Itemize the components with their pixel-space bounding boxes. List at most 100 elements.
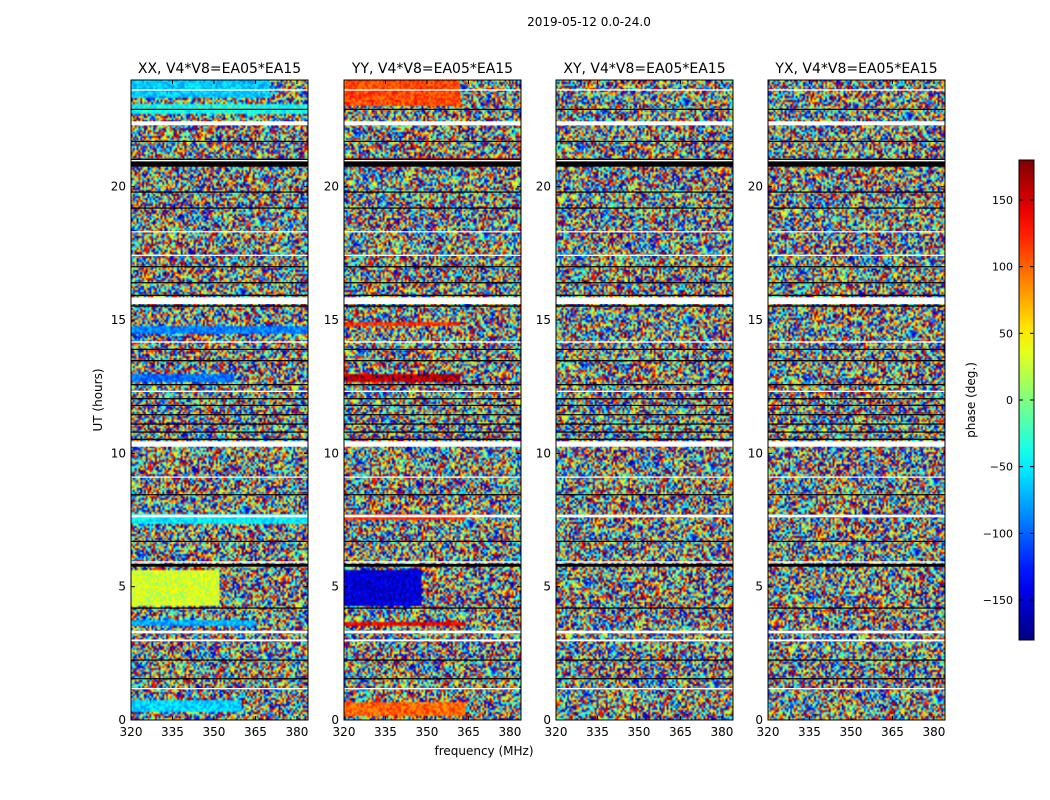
x-tick-label: 335 <box>586 725 609 739</box>
flagged-row <box>131 423 308 425</box>
flagged-row <box>556 540 733 542</box>
flagged-row <box>556 108 733 110</box>
y-tick-label: 15 <box>324 313 339 327</box>
flagged-row <box>131 161 308 167</box>
panel-title: YY, V4*V8=EA05*EA15 <box>351 61 513 77</box>
panel-title: YX, V4*V8=EA05*EA15 <box>774 61 937 77</box>
flagged-row <box>131 414 308 416</box>
x-tick-label: 350 <box>840 725 863 739</box>
blank-row <box>344 630 521 634</box>
y-tick-label: 5 <box>331 580 339 594</box>
blank-row <box>556 297 733 304</box>
flagged-row <box>344 348 521 350</box>
blank-row <box>768 476 945 478</box>
flagged-row <box>131 294 308 296</box>
flagged-row <box>344 607 521 609</box>
phase-heatmap <box>556 80 733 720</box>
x-tick-label: 335 <box>374 725 397 739</box>
blank-row <box>344 441 521 447</box>
flagged-row <box>131 564 308 567</box>
flagged-row <box>556 348 733 350</box>
flagged-row <box>131 158 308 160</box>
colorbar-tick-label: 100 <box>992 261 1013 274</box>
flagged-row <box>556 404 733 406</box>
blank-row <box>131 341 308 343</box>
blank-row <box>344 297 521 304</box>
blank-row <box>344 121 521 126</box>
flagged-row <box>768 207 945 209</box>
flagged-row <box>131 431 308 433</box>
blank-row <box>131 89 308 91</box>
flagged-row <box>131 438 308 440</box>
flagged-row <box>131 305 308 307</box>
y-tick-label: 20 <box>748 180 763 194</box>
colorbar-tick-label: −50 <box>990 461 1013 474</box>
flagged-row <box>556 191 733 193</box>
blank-row <box>556 254 733 256</box>
flagged-row <box>768 360 945 362</box>
flagged-row <box>556 360 733 362</box>
x-tick-label: 335 <box>798 725 821 739</box>
flagged-row <box>344 414 521 416</box>
y-tick-label: 0 <box>331 713 339 727</box>
flagged-row <box>556 207 733 209</box>
x-tick-label: 380 <box>498 725 521 739</box>
colorbar-tick-label: −150 <box>983 594 1013 607</box>
y-tick-label: 5 <box>118 580 126 594</box>
x-tick-label: 350 <box>203 725 226 739</box>
flagged-row <box>344 423 521 425</box>
colorbar-tick-label: 0 <box>1006 394 1013 407</box>
blank-row <box>556 514 733 518</box>
flagged-row <box>768 282 945 284</box>
flagged-row <box>344 398 521 400</box>
flagged-row <box>131 140 308 142</box>
flagged-row <box>768 414 945 416</box>
flagged-row <box>556 423 733 425</box>
flagged-row <box>556 607 733 609</box>
flagged-row <box>556 431 733 433</box>
x-tick-label: 380 <box>285 725 308 739</box>
blank-row <box>768 688 945 690</box>
blank-row <box>556 341 733 343</box>
flagged-row <box>768 404 945 406</box>
colorbar-tick-label: −100 <box>983 527 1013 540</box>
flagged-row <box>344 564 521 567</box>
flagged-row <box>344 294 521 296</box>
panel-frame <box>343 79 522 721</box>
flagged-row <box>768 294 945 296</box>
x-tick-label: 350 <box>628 725 651 739</box>
blank-row <box>768 441 945 447</box>
flagged-row <box>768 348 945 350</box>
y-tick-label: 0 <box>118 713 126 727</box>
flagged-row <box>768 384 945 386</box>
y-tick-label: 0 <box>755 713 763 727</box>
flagged-row <box>131 282 308 284</box>
flagged-row <box>768 140 945 142</box>
flagged-row <box>344 404 521 406</box>
y-tick-label: 5 <box>755 580 763 594</box>
flagged-row <box>344 678 521 680</box>
y-tick-label: 20 <box>536 180 551 194</box>
flagged-row <box>344 266 521 268</box>
blank-row <box>131 441 308 447</box>
y-tick-label: 10 <box>748 446 763 460</box>
flagged-row <box>131 404 308 406</box>
flagged-row <box>768 423 945 425</box>
blank-row <box>556 561 733 563</box>
x-tick-label: 365 <box>669 725 692 739</box>
flagged-row <box>768 108 945 110</box>
flagged-row <box>344 191 521 193</box>
flagged-row <box>344 540 521 542</box>
flagged-row <box>131 678 308 680</box>
flagged-row <box>556 564 733 567</box>
blank-row <box>344 561 521 563</box>
y-axis-label: UT (hours) <box>91 368 105 431</box>
flagged-row <box>131 384 308 386</box>
blank-row <box>131 688 308 690</box>
phase-heatmap <box>344 80 521 720</box>
y-tick-label: 5 <box>543 580 551 594</box>
blank-row <box>556 441 733 447</box>
panel-4: YX, V4*V8=EA05*EA15 320 335 350 365 380 0 5 10 15… <box>748 61 946 739</box>
panel-title: XY, V4*V8=EA05*EA15 <box>563 61 725 77</box>
